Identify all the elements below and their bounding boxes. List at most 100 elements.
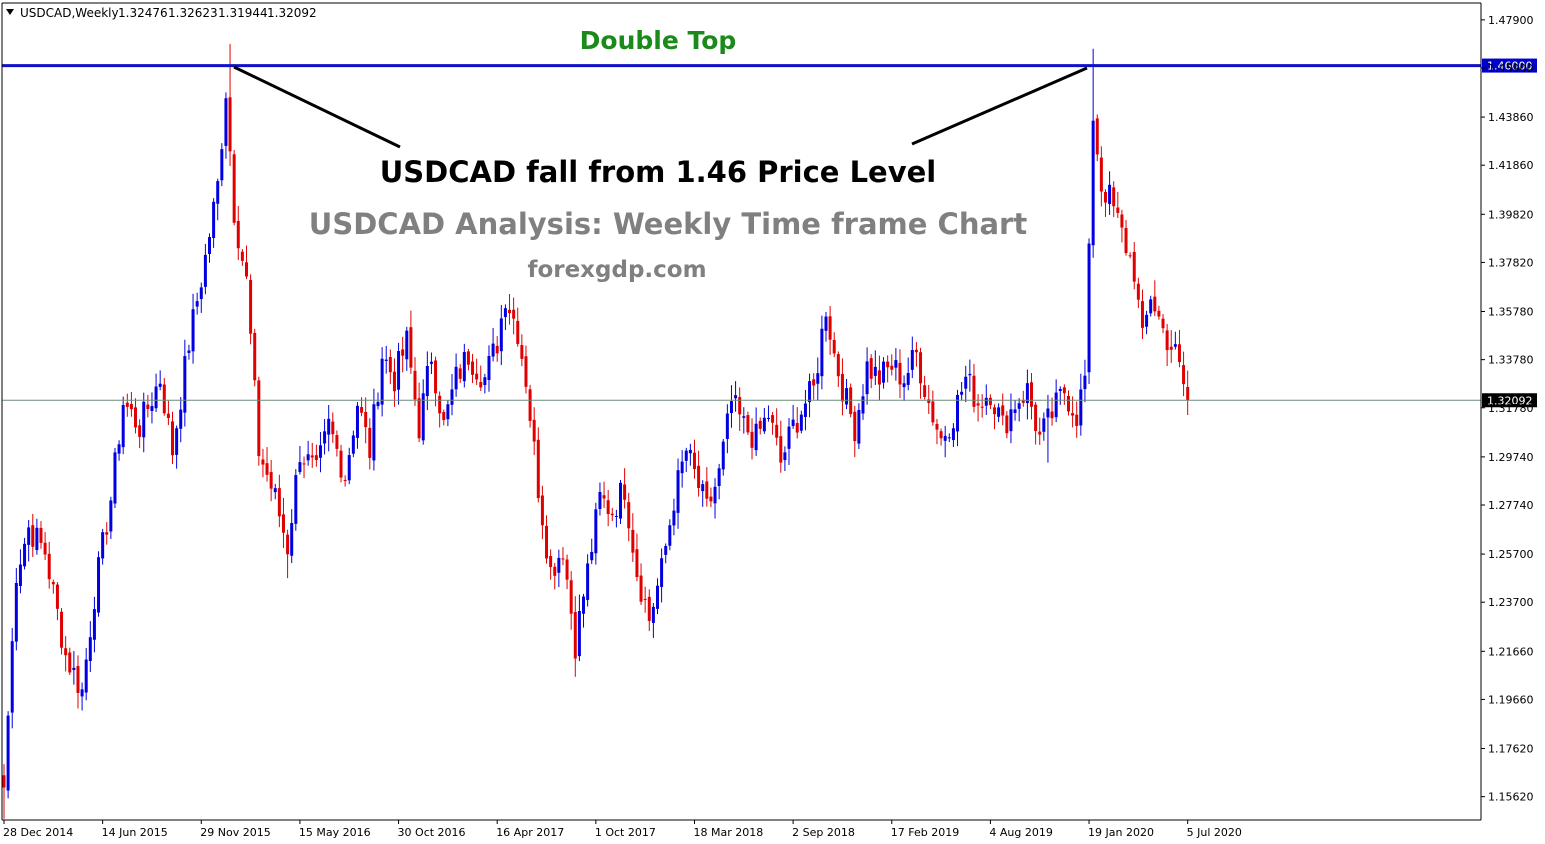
candle-bull	[347, 455, 351, 481]
candle-bull	[803, 403, 807, 417]
x-tick-label: 4 Aug 2019	[989, 826, 1052, 839]
candle-bull	[187, 350, 191, 353]
candle-bear	[236, 220, 240, 249]
candle-bear	[76, 666, 80, 693]
candle-bull	[721, 441, 725, 470]
candle-bull	[327, 418, 331, 435]
candle-bull	[1009, 409, 1013, 432]
candle-bull	[688, 449, 692, 454]
candle-bull	[199, 287, 203, 300]
candle-bear	[606, 500, 610, 515]
candle-bull	[1173, 344, 1177, 347]
candle-bear	[993, 407, 997, 415]
candle-bull	[1145, 314, 1149, 327]
candle-bear	[1165, 330, 1169, 351]
candle-bull	[783, 452, 787, 461]
candle-bull	[701, 484, 705, 492]
candle-bull	[446, 404, 450, 420]
candle-bear	[919, 352, 923, 384]
candle-bull	[655, 585, 659, 609]
candle-bull	[142, 401, 146, 438]
candle-bull	[450, 389, 454, 405]
candle-bull	[1017, 403, 1021, 409]
candle-bear	[1161, 318, 1165, 329]
ohlc-open: 1.32476	[118, 6, 168, 20]
candle-bear	[471, 361, 475, 375]
candle-bull	[651, 606, 655, 623]
candle-bear	[495, 345, 499, 354]
candle-bear	[840, 373, 844, 402]
candle-bull	[754, 423, 758, 451]
candle-bear	[364, 411, 368, 428]
candle-bear	[413, 370, 417, 400]
y-tick-label: 1.21660	[1488, 645, 1534, 658]
resistance-price-tag	[1482, 58, 1537, 73]
candle-bear	[417, 398, 421, 439]
candle-bull	[84, 659, 88, 693]
candle-bear	[286, 534, 290, 555]
candle-bull	[421, 393, 425, 441]
candle-bear	[639, 575, 643, 602]
candle-bull	[910, 350, 914, 370]
current-price-label: 1.32092	[1487, 394, 1533, 407]
candle-bull	[729, 401, 733, 414]
site-watermark: forexgdp.com	[527, 257, 706, 283]
candle-bull	[577, 611, 581, 657]
candle-bull	[97, 557, 101, 613]
candle-bull	[1025, 383, 1029, 404]
candle-bear	[134, 407, 138, 428]
y-tick-label: 1.27740	[1488, 499, 1534, 512]
candle-bear	[281, 514, 285, 533]
candle-bull	[1149, 299, 1153, 314]
candle-bear	[692, 452, 696, 470]
chevron-down-icon[interactable]	[6, 9, 14, 15]
x-tick-label: 18 Mar 2018	[693, 826, 763, 839]
candle-bull	[964, 376, 968, 389]
y-tick-label: 1.25700	[1488, 548, 1534, 561]
candle-bear	[923, 385, 927, 397]
candle-bull	[845, 388, 849, 405]
candle-bull	[668, 525, 672, 546]
candle-bull	[1046, 408, 1050, 418]
candle-bear	[927, 399, 931, 403]
candle-bull	[960, 391, 964, 395]
candle-bear	[265, 463, 269, 475]
candle-bear	[795, 422, 799, 433]
candle-bear	[532, 419, 536, 442]
y-tick-label: 1.35780	[1488, 306, 1534, 319]
candle-bull	[824, 316, 828, 331]
candle-bull	[947, 437, 951, 439]
candle-bull	[598, 491, 602, 510]
candle-bull	[117, 444, 121, 454]
candle-bull	[951, 428, 955, 441]
x-axis: 28 Dec 2014 14 Jun 2015 29 Nov 2015 15 May …	[3, 820, 1242, 839]
candle-bull	[216, 181, 220, 204]
candle-bull	[80, 689, 84, 697]
candle-bear	[277, 488, 281, 517]
candle-bull	[619, 482, 622, 519]
candle-bear	[1136, 283, 1140, 300]
candle-bull	[1108, 184, 1112, 204]
candle-bear	[55, 584, 59, 609]
candle-bear	[314, 455, 318, 461]
candle-bull	[725, 413, 729, 439]
candle-bear	[466, 351, 470, 365]
candle-bear	[610, 513, 614, 516]
candle-bear	[442, 412, 446, 421]
candle-bull	[906, 372, 910, 385]
y-tick-label: 1.45900	[1488, 62, 1534, 75]
candle-bull	[183, 356, 187, 413]
candle-bull	[865, 361, 869, 395]
candle-bear	[47, 553, 51, 580]
candle-bull	[614, 515, 618, 517]
candle-bear	[1001, 405, 1005, 416]
candle-bull	[902, 383, 906, 388]
current-price-tag	[1482, 393, 1537, 408]
y-tick-label: 1.33780	[1488, 354, 1534, 367]
trendline-right-peak	[911, 66, 1088, 146]
candle-bear	[528, 389, 532, 421]
candle-bear	[360, 407, 364, 413]
candle-bear	[1030, 382, 1033, 407]
candle-bear	[647, 596, 651, 621]
candle-bear	[697, 465, 701, 489]
